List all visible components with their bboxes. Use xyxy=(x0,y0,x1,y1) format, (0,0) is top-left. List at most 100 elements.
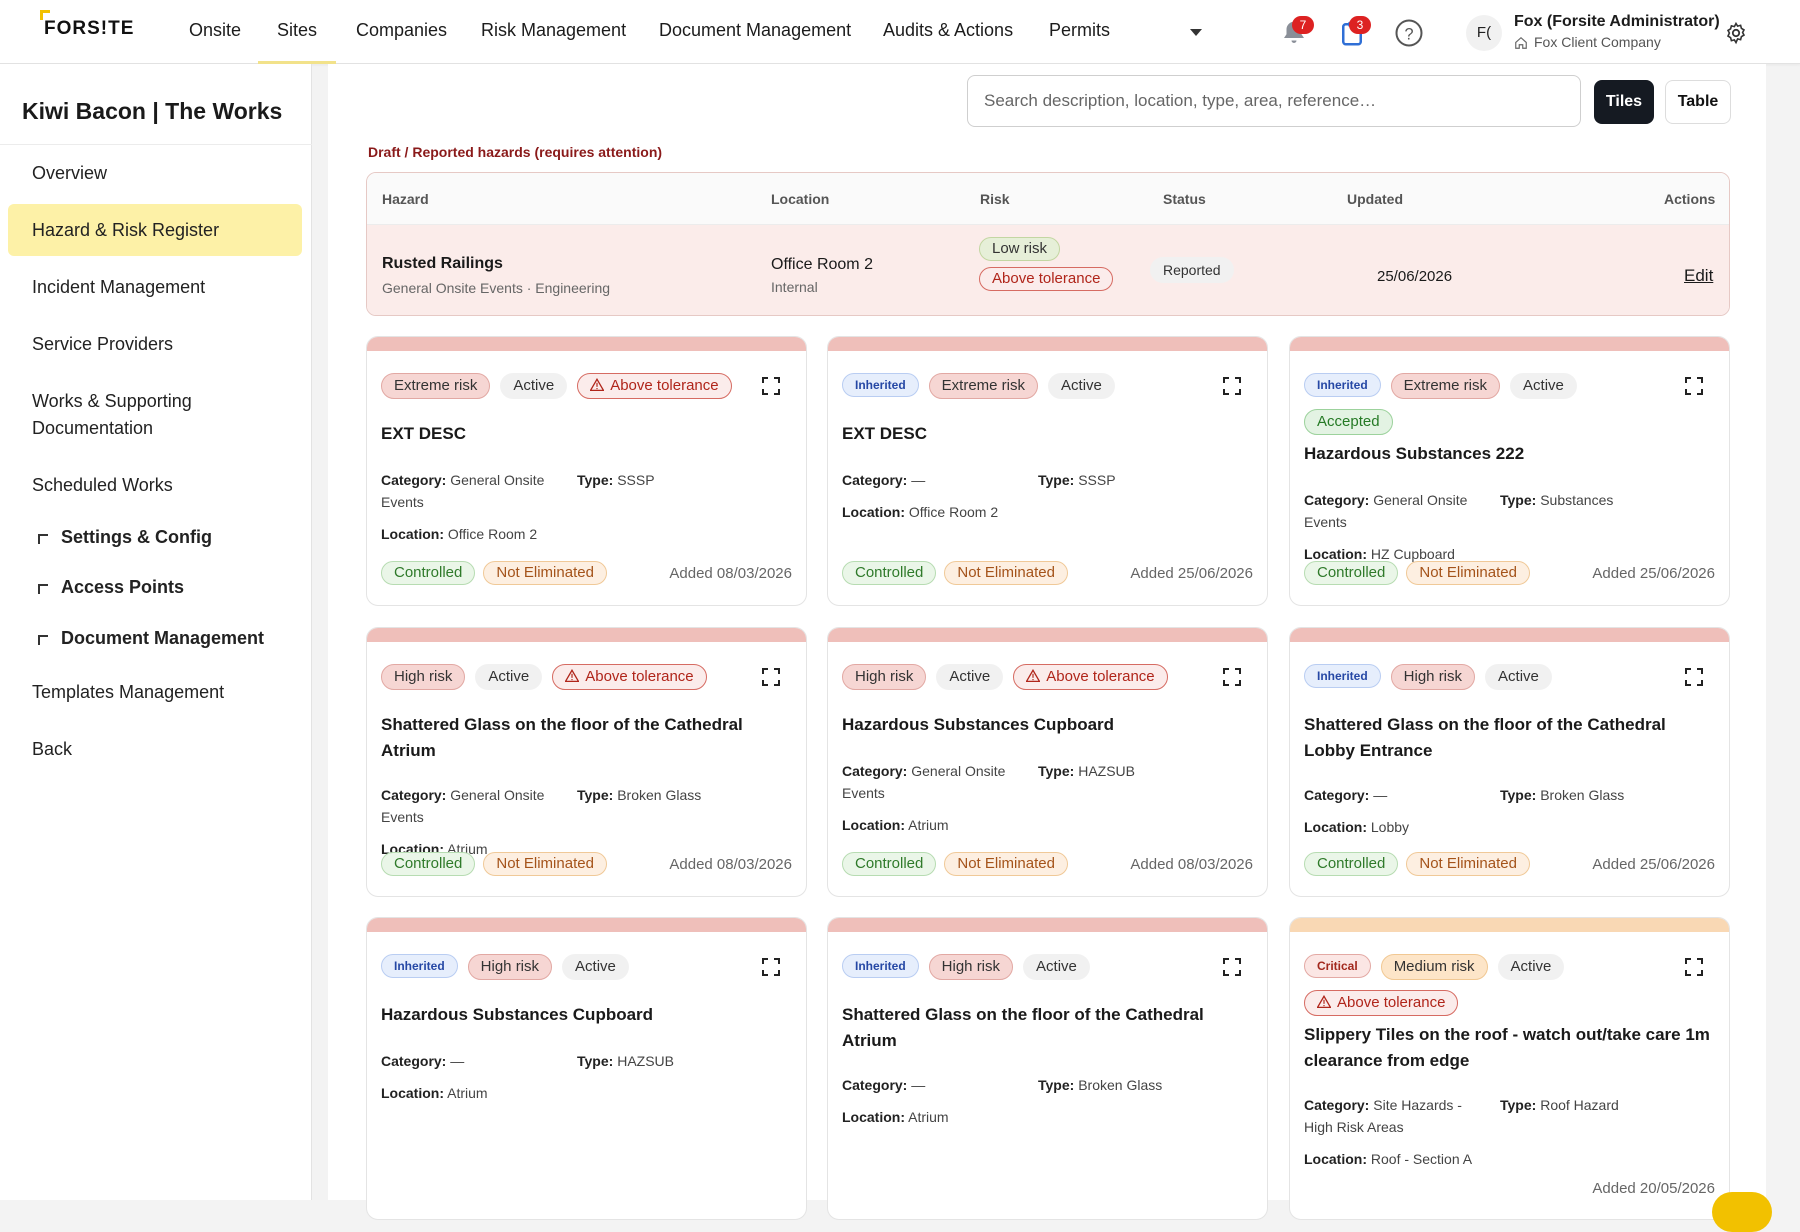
hazard-card[interactable]: High risk Active Above tolerance Hazardous … xyxy=(827,627,1268,897)
nav-document-management[interactable]: Document Management xyxy=(659,20,852,40)
sidebar-item-overview[interactable]: Overview xyxy=(32,163,108,183)
location-label: Location: xyxy=(381,1085,444,1101)
tag-label: Medium risk xyxy=(1393,958,1475,975)
sidebar-item-templates-management[interactable]: Templates Management xyxy=(32,682,225,702)
edit-link[interactable]: Edit xyxy=(1684,266,1714,285)
nav-more-caret-icon[interactable] xyxy=(1190,29,1202,36)
hazard-title[interactable]: EXT DESC xyxy=(381,424,467,443)
expand-icon[interactable] xyxy=(762,377,780,395)
hazard-card[interactable]: Critical Medium risk Active Above tolerance… xyxy=(1289,917,1730,1220)
tag-label: Active xyxy=(1036,958,1077,975)
sidebar-item-document-management[interactable]: Document Management xyxy=(61,628,265,648)
card-tags: Inherited High risk Active xyxy=(1304,664,1669,690)
hazard-card[interactable]: Inherited High risk Active Shattered Glass … xyxy=(827,917,1268,1220)
hazard-card[interactable]: Inherited High risk Active Hazardous Substa… xyxy=(366,917,807,1220)
extreme-risk-tag: Extreme risk xyxy=(1390,373,1501,399)
expand-icon[interactable] xyxy=(1685,958,1703,976)
control-status-tags: Controlled Not Eliminated xyxy=(1304,561,1530,585)
hazard-title[interactable]: Hazardous Substances Cupboard xyxy=(842,715,1115,734)
user-avatar[interactable]: F( xyxy=(1466,15,1502,51)
logo-mark xyxy=(40,10,50,20)
hazard-title[interactable]: Shattered Glass on the floor of the Cath… xyxy=(1304,715,1666,760)
category-field: Category: General Onsite Events xyxy=(381,469,561,513)
expand-icon[interactable] xyxy=(1685,377,1703,395)
sidebar-item-settings-config[interactable]: Settings & Config xyxy=(61,527,212,547)
settings-corner-icon xyxy=(38,534,48,544)
column-header-hazard: Hazard xyxy=(382,191,429,207)
hazard-title[interactable]: Hazardous Substances 222 xyxy=(1304,444,1525,463)
sidebar-item-back[interactable]: Back xyxy=(32,739,73,759)
site-title: Kiwi Bacon | The Works xyxy=(22,98,283,124)
nav-permits[interactable]: Permits xyxy=(1049,20,1111,40)
nav-sites[interactable]: Sites xyxy=(258,0,337,64)
tag-label: Extreme risk xyxy=(941,377,1026,394)
expand-icon[interactable] xyxy=(1223,668,1241,686)
tiles-view-button[interactable]: Tiles xyxy=(1594,80,1654,124)
nav-companies[interactable]: Companies xyxy=(356,20,448,40)
table-view-button[interactable]: Table xyxy=(1665,80,1731,124)
type-field: Type: Broken Glass xyxy=(1500,784,1624,806)
expand-icon[interactable] xyxy=(1685,668,1703,686)
location-field: Location: Office Room 2 xyxy=(842,501,998,523)
type-value: HAZSUB xyxy=(1078,763,1135,779)
sidebar-item-works-documentation[interactable]: Works & Supporting Documentation xyxy=(32,391,192,438)
help-icon[interactable]: ? xyxy=(1394,18,1424,48)
tag-label: Inherited xyxy=(855,378,906,392)
location-field: Location: Lobby xyxy=(1304,816,1409,838)
sidebar-item-scheduled-works[interactable]: Scheduled Works xyxy=(32,475,173,495)
added-date: Added 20/05/2026 xyxy=(1592,1180,1715,1197)
category-label: Category: xyxy=(842,763,908,779)
expand-icon[interactable] xyxy=(1223,958,1241,976)
location-label: Location: xyxy=(1304,1151,1367,1167)
user-name[interactable]: Fox (Forsite Administrator) xyxy=(1514,13,1720,30)
expand-icon[interactable] xyxy=(762,668,780,686)
hazard-card[interactable]: High risk Active Above tolerance Shattered … xyxy=(366,627,807,897)
expand-icon[interactable] xyxy=(1223,377,1241,395)
category-field: Category: General Onsite Events xyxy=(842,760,1022,804)
hazard-card[interactable]: Inherited High risk Active Shattered Glass … xyxy=(1289,627,1730,897)
card-tags: High risk Active Above tolerance xyxy=(381,664,746,690)
control-status-tags: Controlled Not Eliminated xyxy=(381,561,607,585)
forsite-logo[interactable]: FORS!TE xyxy=(40,10,134,40)
category-field: Category: — xyxy=(842,469,1022,491)
hazard-title[interactable]: Hazardous Substances Cupboard xyxy=(381,1005,654,1024)
location-label: Location: xyxy=(842,1109,905,1125)
sidebar-item-service-providers[interactable]: Service Providers xyxy=(32,334,174,354)
category-field: Category: General Onsite Events xyxy=(1304,489,1484,533)
category-label: Category: xyxy=(842,472,908,488)
controlled-tag: Controlled xyxy=(1304,561,1399,585)
hazard-title[interactable]: Shattered Glass on the floor of the Cath… xyxy=(842,1005,1204,1050)
nav-onsite[interactable]: Onsite xyxy=(189,20,242,40)
card-tags: Inherited Extreme risk Active Accepted xyxy=(1304,373,1669,435)
nav-risk-management[interactable]: Risk Management xyxy=(481,20,627,40)
inherited-tag: Inherited xyxy=(1304,664,1381,688)
hazard-card[interactable]: Extreme risk Active Above tolerance EXT DES… xyxy=(366,336,807,606)
sidebar-item-access-points[interactable]: Access Points xyxy=(61,577,185,597)
high-risk-tag: High risk xyxy=(1390,664,1476,690)
table-row[interactable]: Rusted Railings General Onsite Events · … xyxy=(367,225,1729,315)
above-tolerance-tag: Above tolerance xyxy=(1304,990,1459,1016)
type-label: Type: xyxy=(1038,763,1075,779)
search-input[interactable] xyxy=(967,75,1581,127)
expand-icon[interactable] xyxy=(762,958,780,976)
hazard-title[interactable]: Shattered Glass on the floor of the Cath… xyxy=(381,715,743,760)
sidebar-item-incident-management[interactable]: Incident Management xyxy=(32,277,206,297)
nav-audits-actions[interactable]: Audits & Actions xyxy=(883,20,1014,40)
location-label: Location: xyxy=(1304,819,1367,835)
hazard-card[interactable]: Inherited Extreme risk Active Accepted Hazar… xyxy=(1289,336,1730,606)
sidebar-item-hazard-risk-register[interactable]: Hazard & Risk Register xyxy=(8,204,302,256)
tag-label: Active xyxy=(488,668,530,685)
hazard-title[interactable]: Slippery Tiles on the roof - watch out/t… xyxy=(1304,1025,1710,1070)
location-value: Lobby xyxy=(1370,819,1410,835)
chat-launcher-button[interactable] xyxy=(1712,1192,1772,1232)
extreme-risk-tag: Extreme risk xyxy=(381,373,491,399)
hazard-title[interactable]: EXT DESC xyxy=(842,424,928,443)
type-value: Broken Glass xyxy=(1078,1077,1163,1093)
sidebar-divider xyxy=(0,144,312,145)
tag-label: Active xyxy=(575,958,616,975)
settings-gear-icon[interactable] xyxy=(1724,21,1748,45)
category-value: — xyxy=(911,1077,926,1093)
type-field: Type: HAZSUB xyxy=(1038,760,1135,782)
hazard-card[interactable]: Inherited Extreme risk Active EXT DESC Categ… xyxy=(827,336,1268,606)
category-label: Category: xyxy=(1304,492,1370,508)
